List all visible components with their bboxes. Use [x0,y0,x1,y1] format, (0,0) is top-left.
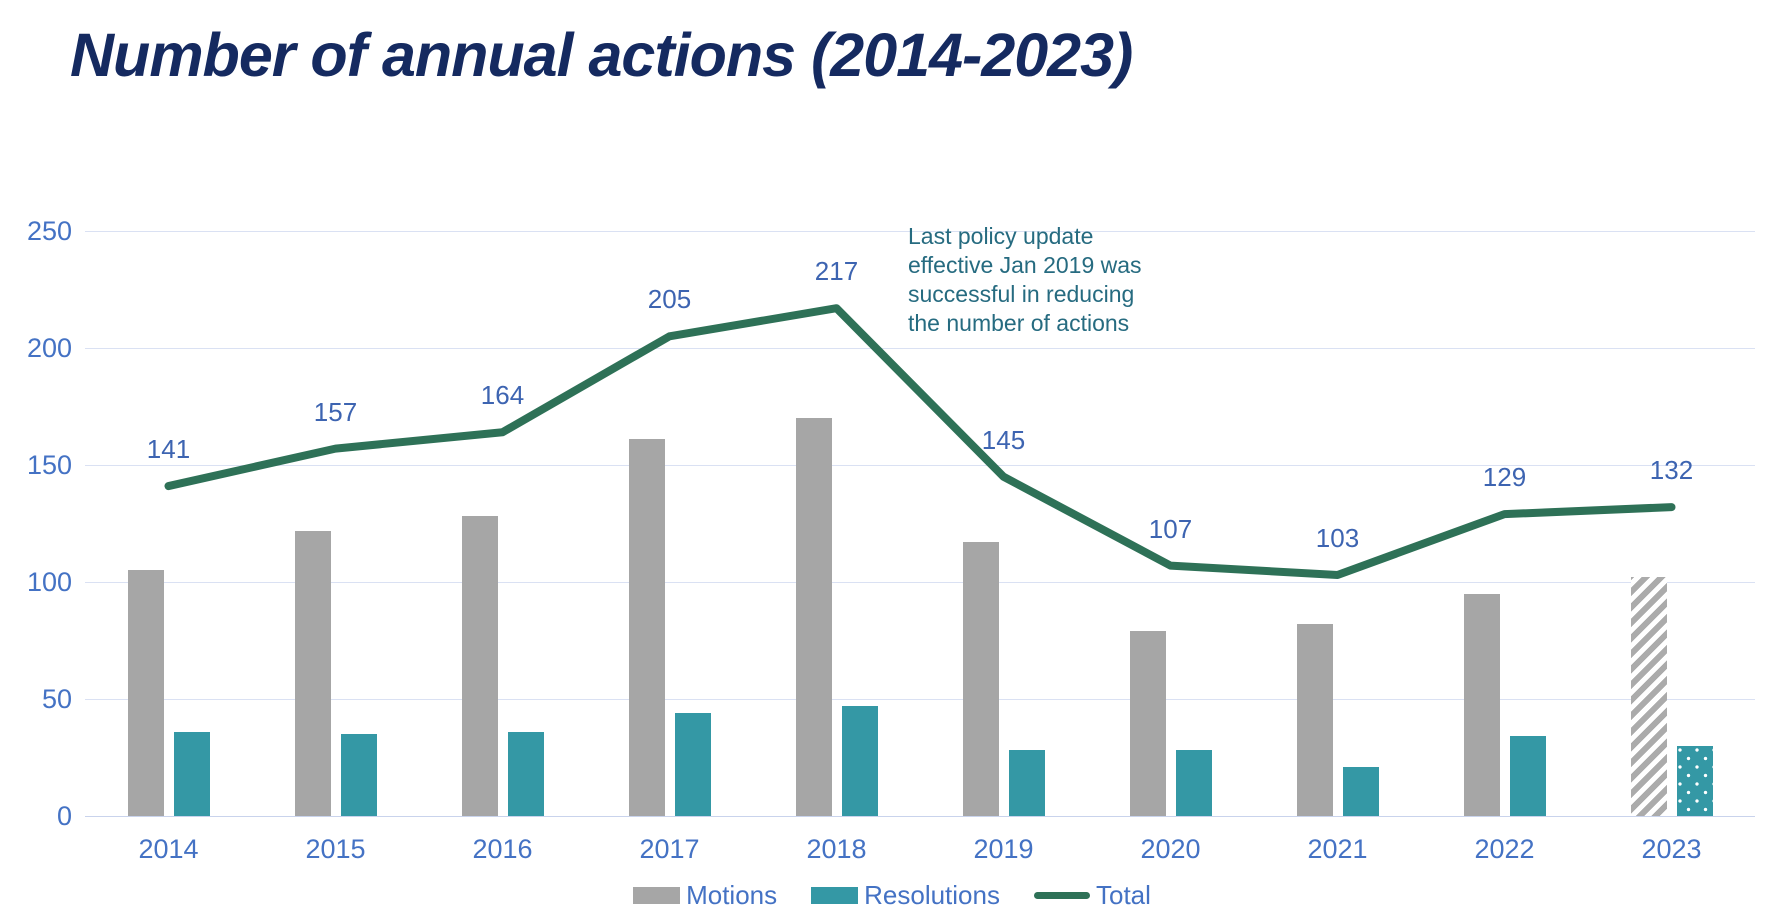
total-data-label-2014: 141 [146,434,191,465]
legend: Motions Resolutions Total [0,880,1784,911]
gridline [85,347,1755,349]
motions-bar-2015 [294,530,331,816]
x-axis-tick-label: 2019 [973,834,1034,864]
y-axis: 0 50 100 150 200 250 [0,0,72,924]
motions-bar-2016 [461,516,498,816]
motions-bar-2020 [1129,631,1166,816]
total-data-label-2015: 157 [313,396,358,427]
gridline [85,230,1755,232]
motions-bar-2018 [795,418,832,816]
legend-label: Motions [686,880,778,910]
x-axis-tick-label: 2016 [472,834,533,864]
legend-label: Total [1095,880,1151,910]
page-title: Number of annual actions (2014-2023) [70,21,1133,89]
motions-bar-2022 [1463,593,1500,816]
x-axis-tick-label: 2015 [305,834,366,864]
total-data-label-2020: 107 [1148,513,1193,544]
total-data-label-2023: 132 [1649,455,1694,486]
y-axis-tick-label: 250 [26,216,72,246]
x-axis-tick-label: 2023 [1641,834,1702,864]
y-axis-tick-label: 50 [41,684,72,714]
motions-bar-2019 [962,542,999,816]
motions-bar-2017 [628,439,665,816]
resolutions-bar-2018 [841,706,878,816]
total-data-label-2022: 129 [1482,462,1527,493]
total-data-label-2019: 145 [981,424,1026,455]
legend-label: Resolutions [864,880,1000,910]
motions-bar-2014 [127,570,164,816]
y-axis-tick-label: 200 [26,333,72,363]
motions-bar-2021 [1296,624,1333,816]
resolutions-bar-2016 [507,731,544,816]
resolutions-bar-2021 [1342,766,1379,816]
x-axis: 2014 2015 2016 2017 2018 2019 2020 2021 2022 2023 [85,832,1755,866]
x-axis-tick-label: 2018 [806,834,867,864]
total-line-swatch-icon [1033,892,1090,899]
motions-swatch-icon [633,887,681,904]
resolutions-bar-2015 [340,734,377,816]
annotation-text: Last policy update effective Jan 2019 wa… [908,223,1142,336]
y-axis-tick-label: 150 [26,450,72,480]
x-axis-tick-label: 2014 [138,834,199,864]
x-axis-tick-label: 2021 [1307,834,1368,864]
plot-area: 141 157 164 205 217 145 107 103 129 132 [85,230,1755,817]
total-data-label-2016: 164 [480,380,525,411]
gridline [85,815,1755,817]
x-axis-tick-label: 2020 [1140,834,1201,864]
motions-bar-2023 [1630,577,1667,816]
gridline [85,581,1755,583]
y-axis-tick-label: 0 [56,801,72,831]
resolutions-bar-2017 [674,713,711,816]
total-data-label-2018: 217 [814,256,859,287]
x-axis-tick-label: 2022 [1474,834,1535,864]
resolutions-bar-2019 [1008,750,1045,816]
total-data-label-2021: 103 [1315,522,1360,553]
legend-item-resolutions: Resolutions [811,880,1000,911]
legend-item-motions: Motions [633,880,777,911]
x-axis-tick-label: 2017 [639,834,700,864]
legend-item-total: Total [1033,880,1151,911]
total-data-label-2017: 205 [647,284,692,315]
resolutions-bar-2022 [1509,736,1546,816]
resolutions-bar-2023 [1676,745,1713,816]
resolutions-bar-2020 [1175,750,1212,816]
resolutions-swatch-icon [811,887,859,904]
y-axis-tick-label: 100 [26,567,72,597]
resolutions-bar-2014 [173,731,210,816]
gridline [85,698,1755,700]
